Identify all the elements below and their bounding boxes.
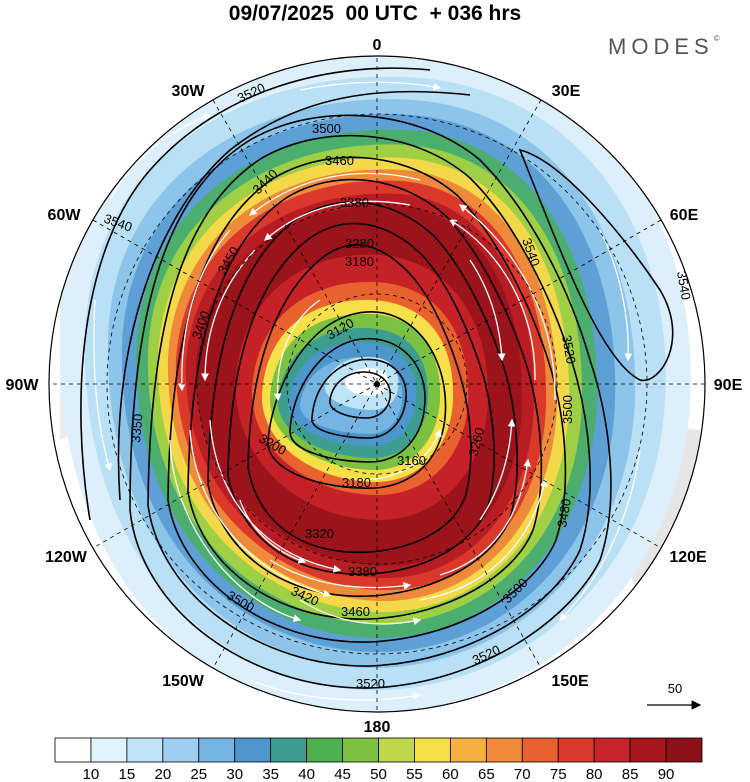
colorbar-tick-label: 65 <box>478 766 495 782</box>
colorbar-swatch <box>162 737 200 763</box>
colorbar-tick-label: 70 <box>514 766 531 782</box>
colorbar-tick-label: 50 <box>370 766 387 782</box>
colorbar <box>54 737 703 763</box>
wind-reference: 50 <box>647 681 702 710</box>
colorbar-swatch <box>557 737 595 763</box>
colorbar-tick-label: 40 <box>298 766 315 782</box>
colorbar-swatch <box>54 737 92 763</box>
colorbar-swatch <box>90 737 128 763</box>
contour-label: 3540 <box>674 270 694 301</box>
lon-label-60e: 60E <box>670 207 699 224</box>
colorbar-tick-label: 55 <box>406 766 423 782</box>
colorbar-swatch <box>665 737 703 763</box>
contour-label: 3480 <box>554 497 574 528</box>
colorbar-swatch <box>378 737 415 763</box>
contour-label: 3380 <box>340 195 369 210</box>
map-boundary <box>48 55 706 713</box>
contour-label: 3520 <box>356 676 385 691</box>
colorbar-tick-label: 80 <box>586 766 603 782</box>
contour-label-group: 3520 3500 3460 3380 3280 3180 3120 3450 … <box>102 80 694 691</box>
contour-label: 3160 <box>397 453 426 468</box>
colorbar-tick-label: 75 <box>550 766 567 782</box>
colorbar-swatch <box>198 737 236 763</box>
lon-label-0: 0 <box>373 37 382 54</box>
contour-label: 3280 <box>345 236 374 251</box>
lon-label-60w: 60W <box>48 207 82 224</box>
lon-label-120e: 120E <box>669 549 707 566</box>
lon-label-150w: 150W <box>162 673 205 690</box>
colorbar-swatch <box>485 737 523 763</box>
contour-label: 3460 <box>341 604 370 619</box>
colorbar-swatch <box>521 737 559 763</box>
colorbar-swatch <box>342 737 379 763</box>
colorbar-swatch <box>126 737 164 763</box>
lon-label-90w: 90W <box>6 377 40 394</box>
colorbar-tick-label: 35 <box>262 766 279 782</box>
graticule <box>49 56 705 712</box>
contour-label: 3180 <box>345 254 374 269</box>
colorbar-swatch <box>234 737 272 763</box>
colorbar-tick-label: 45 <box>334 766 351 782</box>
contour-label: 3180 <box>342 475 371 490</box>
colorbar-tick-label: 10 <box>83 766 100 782</box>
contour-label: 3320 <box>305 526 334 541</box>
colorbar-labels: 10 15 20 25 30 35 40 45 50 55 60 65 70 75 80 85 90 <box>83 766 675 782</box>
lon-label-30w: 30W <box>172 83 206 100</box>
colorbar-swatch <box>270 737 308 763</box>
height-contours <box>80 67 674 689</box>
contour-label: 3500 <box>560 395 575 424</box>
longitude-labels: 0 30E 60E 90E 120E 150E 180 150W 120W 90… <box>6 37 743 736</box>
lon-label-30e: 30E <box>552 83 581 100</box>
brand-name: MODES <box>608 34 714 59</box>
colorbar-swatch <box>593 737 631 763</box>
colorbar-tick-label: 20 <box>154 766 171 782</box>
contour-label: 3380 <box>348 564 377 579</box>
brand-logo: MODES© <box>608 34 720 60</box>
lon-label-120w: 120W <box>45 549 88 566</box>
contour-label: 3260 <box>465 426 487 458</box>
colorbar-tick-label: 90 <box>658 766 675 782</box>
colorbar-tick-label: 15 <box>119 766 136 782</box>
colorbar-swatch <box>629 737 667 763</box>
wind-speed-field <box>49 56 705 712</box>
colorbar-swatch <box>449 737 487 763</box>
lon-label-150e: 150E <box>551 673 589 690</box>
lon-label-90e: 90E <box>714 377 743 394</box>
contour-label: 3500 <box>312 121 341 136</box>
colorbar-swatch <box>414 737 451 763</box>
colorbar-tick-label: 85 <box>622 766 639 782</box>
wind-streamlines <box>93 81 641 701</box>
contour-label: 3520 <box>559 334 579 365</box>
chart-title: 09/07/2025 00 UTC + 036 hrs <box>228 2 522 25</box>
wind-reference-label: 50 <box>668 681 682 696</box>
colorbar-tick-label: 60 <box>442 766 459 782</box>
pole-marker <box>374 381 380 387</box>
contour-label: 3460 <box>325 153 354 168</box>
brand-mark: © <box>713 34 720 43</box>
colorbar-tick-label: 25 <box>190 766 207 782</box>
contour-label: 3350 <box>128 413 145 443</box>
colorbar-tick-label: 30 <box>226 766 243 782</box>
colorbar-swatch <box>306 737 343 763</box>
lon-label-180: 180 <box>364 719 391 736</box>
